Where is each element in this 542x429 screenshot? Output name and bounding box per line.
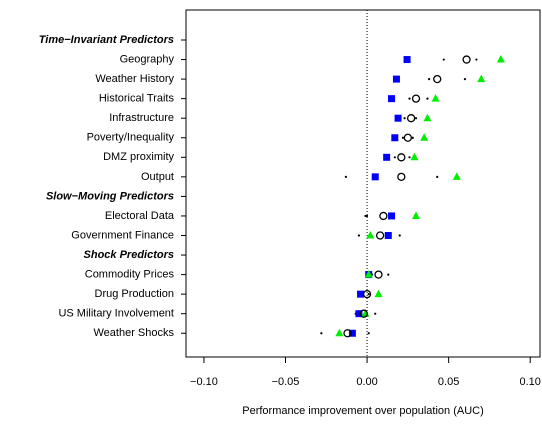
circle-point xyxy=(379,211,388,221)
square-point xyxy=(388,212,396,220)
ci-dot xyxy=(387,273,390,276)
x-tick-label: −0.10 xyxy=(190,376,218,388)
ci-dot xyxy=(411,136,414,139)
plot-frame xyxy=(185,9,541,358)
triangle-point xyxy=(420,133,429,141)
x-tick-label: 0.10 xyxy=(520,376,541,388)
square-point xyxy=(355,310,363,318)
square-point xyxy=(394,114,402,122)
square-point xyxy=(391,134,399,142)
ci-dot xyxy=(408,97,411,100)
triangle-point xyxy=(496,55,505,63)
y-tick-label: Commodity Prices xyxy=(85,269,175,281)
triangle-point xyxy=(477,74,486,83)
ci-dot xyxy=(398,234,401,237)
y-tick-label: Weather History xyxy=(95,73,174,85)
x-tick-label: 0.00 xyxy=(356,376,377,388)
triangle-point xyxy=(366,231,375,239)
square-point xyxy=(348,329,356,337)
circle-point xyxy=(411,94,421,103)
circle-point xyxy=(397,153,406,162)
square-point xyxy=(371,173,379,181)
triangle-point xyxy=(452,172,461,180)
circle-point xyxy=(359,309,368,318)
circle-point xyxy=(403,133,413,142)
square-point xyxy=(388,95,396,103)
y-tick-label: Poverty/Inequality xyxy=(87,132,175,144)
ci-dot xyxy=(367,332,370,335)
square-point xyxy=(357,290,365,298)
square-point xyxy=(383,153,391,161)
y-tick-label: Weather Shocks xyxy=(93,327,174,339)
ci-dot xyxy=(475,58,478,61)
circle-point xyxy=(462,55,471,64)
triangle-point xyxy=(423,113,432,122)
ci-dot xyxy=(320,332,323,335)
ci-dot xyxy=(364,214,367,218)
ci-dot xyxy=(367,293,370,296)
ci-dot xyxy=(357,234,361,237)
circle-point xyxy=(343,329,352,338)
ci-dot xyxy=(365,214,369,218)
circle-point xyxy=(374,270,383,279)
ci-dot xyxy=(463,78,467,81)
ci-dot xyxy=(436,175,439,178)
x-tick-label: −0.05 xyxy=(272,376,300,388)
ci-dot xyxy=(403,117,406,120)
triangle-point xyxy=(410,152,419,161)
circle-point xyxy=(433,74,442,84)
ci-dot xyxy=(426,97,429,100)
ci-dot xyxy=(344,175,347,178)
y-tick-label: Output xyxy=(141,171,174,183)
circle-point xyxy=(406,114,416,123)
y-tick-label: US Military Involvement xyxy=(58,308,174,320)
ci-dot xyxy=(374,312,377,315)
square-point xyxy=(392,75,400,83)
square-point xyxy=(384,232,392,239)
y-tick-label: Infrastructure xyxy=(109,112,174,124)
circle-point xyxy=(375,231,385,240)
x-tick-label: 0.05 xyxy=(438,376,459,388)
ci-dot xyxy=(427,78,431,81)
y-tick-label: Historical Traits xyxy=(99,93,175,105)
triangle-point xyxy=(374,289,383,298)
triangle-point xyxy=(431,94,440,102)
ci-dot xyxy=(442,58,445,61)
circle-point xyxy=(362,289,372,299)
circle-point xyxy=(397,172,406,182)
y-tick-label: Electoral Data xyxy=(105,210,175,222)
triangle-point xyxy=(364,270,373,278)
ci-dot xyxy=(414,117,418,120)
ci-dot xyxy=(401,136,405,139)
group-header: Time−Invariant Predictors xyxy=(39,34,174,46)
y-tick-label: DMZ proximity xyxy=(103,151,174,163)
triangle-point xyxy=(412,211,421,219)
triangle-point xyxy=(335,328,344,337)
ci-dot xyxy=(393,156,396,159)
y-tick-label: Drug Production xyxy=(95,288,175,300)
y-tick-label: Government Finance xyxy=(71,229,174,241)
y-tick-label: Geography xyxy=(120,53,175,65)
group-header: Slow−Moving Predictors xyxy=(46,190,174,202)
square-point xyxy=(403,56,411,64)
group-header: Shock Predictors xyxy=(84,249,174,261)
x-axis-label: Performance improvement over population … xyxy=(242,405,484,417)
ci-dot xyxy=(408,156,411,159)
